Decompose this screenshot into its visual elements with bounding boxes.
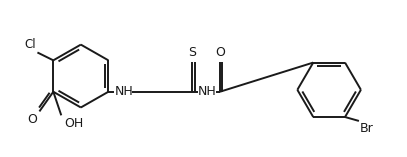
Text: OH: OH	[64, 117, 83, 130]
Text: O: O	[215, 46, 225, 59]
Text: O: O	[28, 113, 37, 126]
Text: Cl: Cl	[25, 38, 37, 51]
Text: S: S	[188, 46, 196, 59]
Text: NH: NH	[198, 85, 217, 98]
Text: Br: Br	[360, 122, 374, 135]
Text: NH: NH	[114, 85, 133, 98]
